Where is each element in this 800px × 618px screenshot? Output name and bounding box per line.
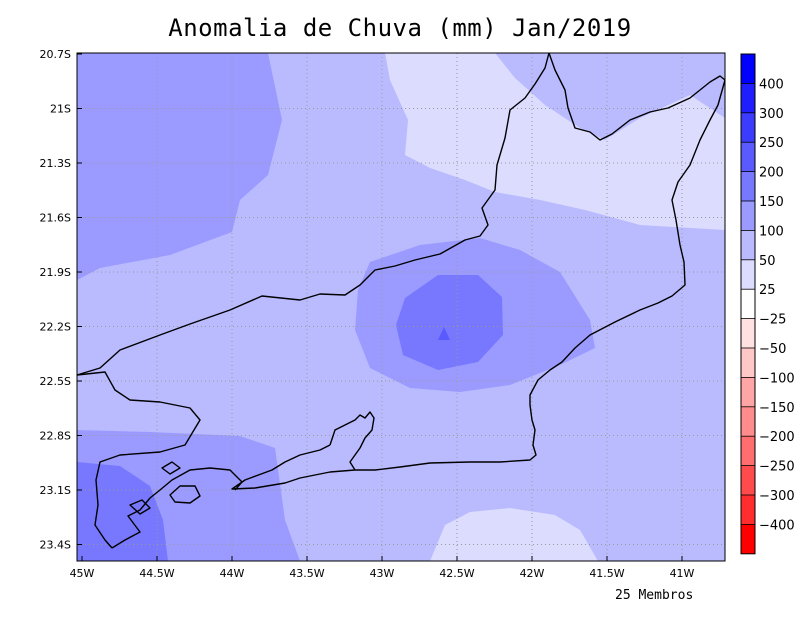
x-tick-label: 42W — [520, 567, 545, 580]
contour-northeast-base — [495, 53, 725, 140]
colorbar-label: −400 — [759, 518, 795, 533]
y-tick-label: 22.2S — [40, 321, 71, 334]
colorbar-swatch — [741, 142, 755, 172]
y-tick-label: 21.9S — [40, 266, 71, 279]
x-tick-label: 44.5W — [139, 567, 174, 580]
colorbar-label: 300 — [759, 107, 784, 122]
border-west — [76, 371, 201, 549]
colorbar-swatch — [741, 289, 755, 319]
contour-south-light — [430, 508, 598, 561]
colorbar-swatch — [741, 259, 755, 290]
y-tick-label: 21S — [50, 103, 71, 116]
colorbar-swatch — [741, 201, 755, 231]
colorbar: 400 300 250 200 150 100 50 25 −25 −50 −100 −150 −200… — [740, 53, 795, 555]
x-tick-label: 43W — [370, 567, 395, 580]
colorbar-swatch — [741, 524, 755, 554]
colorbar-label: 150 — [759, 195, 784, 210]
colorbar-frame — [740, 53, 756, 555]
colorbar-swatch — [741, 406, 755, 437]
colorbar-label: 100 — [759, 224, 784, 239]
coastline-guanabara — [329, 411, 375, 471]
map-title: Anomalia de Chuva (mm) Jan/2019 — [168, 14, 632, 42]
colorbar-label: −300 — [759, 489, 795, 504]
contour-center-peak — [438, 327, 450, 340]
x-tick-label: 42.5W — [439, 567, 474, 580]
y-tick-label: 20.7S — [40, 48, 71, 61]
contour-southwest-strong — [77, 462, 168, 561]
colorbar-label: 25 — [759, 283, 776, 298]
y-tick-label: 23.1S — [40, 484, 71, 497]
colorbar-swatch — [741, 83, 755, 113]
x-tick-label: 45W — [70, 567, 95, 580]
y-tick-label: 22.5S — [40, 375, 71, 388]
contour-west-band — [77, 53, 282, 280]
colorbar-label: −150 — [759, 401, 795, 416]
y-tick-label: 21.3S — [40, 157, 71, 170]
colorbar-label: −200 — [759, 430, 795, 445]
contour-fields — [77, 53, 725, 561]
colorbar-swatch — [741, 377, 755, 407]
y-tick-label: 22.8S — [40, 430, 71, 443]
x-tick-label: 41W — [670, 567, 695, 580]
colorbar-label: 400 — [759, 77, 784, 92]
coastline-east — [231, 79, 726, 490]
colorbar-label: −100 — [759, 371, 795, 386]
colorbar-label: −50 — [759, 342, 786, 357]
colorbar-label: −25 — [759, 313, 786, 328]
y-tick-label: 21.6S — [40, 212, 71, 225]
colorbar-swatch — [741, 54, 755, 84]
x-tick-label: 41.5W — [589, 567, 624, 580]
colorbar-swatch — [741, 436, 755, 466]
colorbar-label: 200 — [759, 166, 784, 181]
members-note: 25 Membros — [615, 588, 694, 603]
graticule — [77, 53, 725, 561]
plot-frame — [76, 52, 726, 562]
coastline-southwest — [111, 467, 243, 549]
colorbar-swatch — [741, 465, 755, 495]
x-tick-label: 44W — [220, 567, 245, 580]
colorbar-swatch — [741, 112, 755, 143]
islands-southwest — [129, 461, 201, 515]
colorbar-swatch — [741, 230, 755, 260]
colorbar-swatch — [741, 495, 755, 525]
colorbar-swatch — [741, 348, 755, 378]
colorbar-label: 50 — [759, 254, 776, 269]
colorbar-label: −250 — [759, 460, 795, 475]
colorbar-swatch — [741, 318, 755, 348]
y-tick-label: 23.4S — [40, 539, 71, 552]
border-north — [76, 52, 550, 376]
x-axis-ticks: 45W 44.5W 44W 43.5W 43W 42.5W 42W 41.5W 41W — [70, 556, 695, 580]
border-northeast — [548, 52, 726, 141]
x-tick-label: 43.5W — [289, 567, 324, 580]
y-axis-ticks: 20.7S 21S 21.3S 21.6S 21.9S 22.2S 22.5S 22.8S 23… — [40, 48, 82, 552]
colorbar-label: 250 — [759, 136, 784, 151]
colorbar-swatch — [741, 171, 755, 201]
state-borders — [76, 52, 726, 549]
contour-center-strong — [396, 275, 503, 370]
